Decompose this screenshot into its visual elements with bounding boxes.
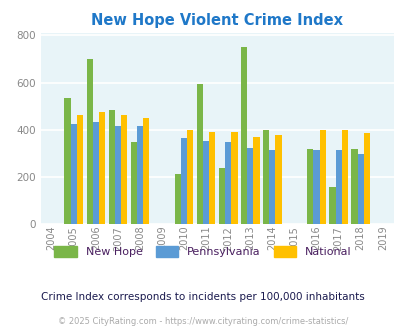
Bar [92, 122, 99, 224]
Bar [86, 59, 92, 224]
Bar [187, 130, 193, 224]
Legend: New Hope, Pennsylvania, National: New Hope, Pennsylvania, National [50, 242, 355, 262]
Bar [262, 130, 269, 224]
Bar [351, 149, 357, 224]
Bar [181, 138, 187, 224]
Bar [209, 132, 215, 224]
Bar [241, 47, 247, 224]
Bar [269, 150, 275, 224]
Bar [218, 168, 225, 224]
Bar [136, 126, 143, 224]
Bar [143, 118, 149, 224]
Bar [313, 150, 319, 224]
Bar [175, 174, 181, 224]
Bar [99, 112, 105, 224]
Bar [357, 153, 363, 224]
Bar [77, 115, 83, 224]
Bar [225, 142, 231, 224]
Bar [70, 124, 77, 224]
Bar [231, 132, 237, 224]
Bar [121, 115, 127, 224]
Bar [307, 149, 313, 224]
Bar [108, 110, 115, 224]
Bar [253, 137, 259, 224]
Bar [196, 84, 202, 224]
Title: New Hope Violent Crime Index: New Hope Violent Crime Index [91, 13, 342, 28]
Bar [247, 148, 253, 224]
Text: © 2025 CityRating.com - https://www.cityrating.com/crime-statistics/: © 2025 CityRating.com - https://www.city… [58, 317, 347, 326]
Bar [319, 130, 325, 224]
Bar [341, 130, 347, 224]
Bar [130, 142, 136, 224]
Bar [328, 186, 335, 224]
Bar [363, 133, 369, 224]
Bar [64, 98, 70, 224]
Bar [335, 150, 341, 224]
Text: Crime Index corresponds to incidents per 100,000 inhabitants: Crime Index corresponds to incidents per… [41, 292, 364, 302]
Bar [275, 135, 281, 224]
Bar [115, 126, 121, 224]
Bar [202, 141, 209, 224]
